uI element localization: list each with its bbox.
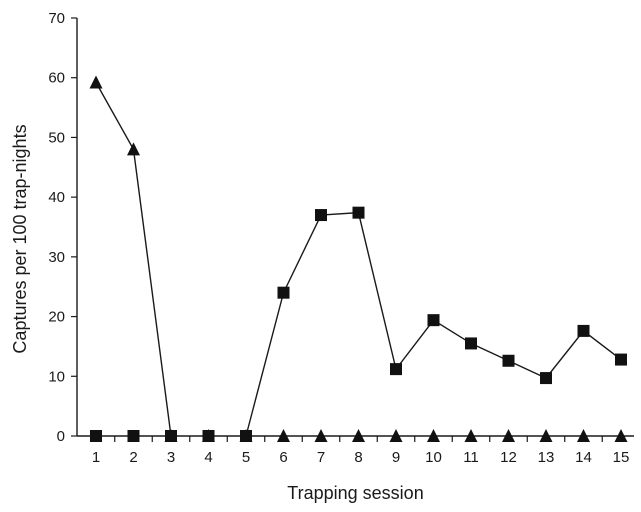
y-tick-label: 50 — [48, 129, 65, 146]
x-tick-label: 9 — [392, 449, 400, 466]
series-triangle — [89, 75, 628, 442]
triangle-point — [577, 429, 590, 442]
square-point — [202, 430, 215, 442]
y-tick-label: 20 — [48, 309, 65, 326]
square-point — [277, 286, 290, 299]
square-point — [352, 206, 365, 219]
triangle-point — [352, 429, 365, 442]
triangle-point — [614, 429, 628, 442]
square-point — [540, 372, 552, 385]
x-tick-label: 2 — [129, 449, 137, 466]
y-ticks: 0 10 20 30 40 50 60 70 — [48, 10, 77, 445]
triangle-point — [314, 429, 328, 442]
triangle-point — [277, 429, 290, 442]
square-point — [240, 430, 252, 442]
triangle-point — [427, 429, 440, 442]
square-point — [502, 354, 515, 367]
x-tick-label: 7 — [317, 449, 325, 466]
square-point — [615, 353, 627, 366]
x-tick-label: 15 — [613, 449, 630, 466]
square-point — [315, 209, 327, 222]
triangle-point — [389, 429, 403, 442]
triangle-point — [502, 429, 515, 442]
x-tick-label: 10 — [425, 449, 442, 466]
series-line — [95, 82, 172, 437]
y-tick-label: 30 — [48, 249, 65, 266]
x-tick-label: 14 — [575, 449, 592, 466]
square-point — [90, 430, 102, 442]
x-tick-label: 8 — [354, 449, 362, 466]
x-tick-label: 3 — [167, 449, 175, 466]
x-tick-label: 4 — [204, 449, 212, 466]
square-point — [427, 314, 440, 327]
x-tick-label: 11 — [463, 449, 479, 466]
square-point — [465, 337, 477, 350]
series-layer — [89, 75, 628, 442]
triangle-point — [464, 429, 478, 442]
triangle-point — [89, 75, 103, 89]
y-tick-label: 10 — [48, 368, 65, 385]
square-point — [390, 363, 402, 376]
y-tick-label: 40 — [48, 189, 65, 206]
triangle-point — [127, 142, 140, 156]
x-tick-label: 13 — [538, 449, 555, 466]
x-axis-title: Trapping session — [287, 483, 423, 503]
y-tick-label: 0 — [57, 428, 65, 445]
square-point — [127, 430, 140, 442]
x-tick-label: 1 — [92, 449, 100, 466]
x-tick-label: 12 — [500, 449, 517, 466]
y-tick-label: 70 — [48, 10, 65, 27]
square-point — [165, 430, 177, 442]
triangle-point — [539, 429, 553, 442]
square-point — [577, 324, 590, 337]
y-axis-title: Captures per 100 trap-nights — [10, 124, 30, 353]
x-tick-label: 6 — [279, 449, 287, 466]
x-tick-label: 5 — [242, 449, 250, 466]
series-square — [90, 206, 627, 442]
y-tick-label: 60 — [48, 70, 65, 87]
